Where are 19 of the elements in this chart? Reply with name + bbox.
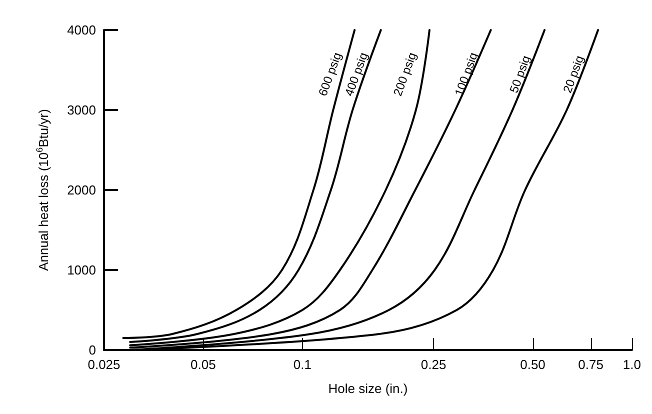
y-tick-label: 2000 [67, 182, 96, 198]
y-tick-label: 0 [88, 342, 96, 358]
y-tick-label: 4000 [67, 22, 96, 38]
x-tick-label: 0.05 [190, 357, 216, 372]
y-tick-label: 3000 [67, 102, 96, 118]
text: 20 psig [560, 54, 587, 95]
y-tick-label: 1000 [67, 262, 96, 278]
text: 200 psig [390, 50, 420, 98]
x-axis-title: Hole size (in.) [328, 381, 408, 396]
x-tick-label: 0.75 [578, 357, 604, 372]
x-tick-label: 0.50 [520, 357, 546, 372]
x-tick-label: 0.025 [88, 357, 120, 372]
x-tick-label: 0.25 [420, 357, 446, 372]
text: 600 psig [316, 50, 344, 98]
x-tick-label: 0.1 [293, 357, 312, 372]
y-axis-title: Annual heat loss (106Btu/yr) [34, 109, 51, 271]
text: 400 psig [342, 50, 371, 98]
x-tick-label: 1.0 [622, 357, 642, 372]
text: 50 psig [506, 54, 534, 95]
